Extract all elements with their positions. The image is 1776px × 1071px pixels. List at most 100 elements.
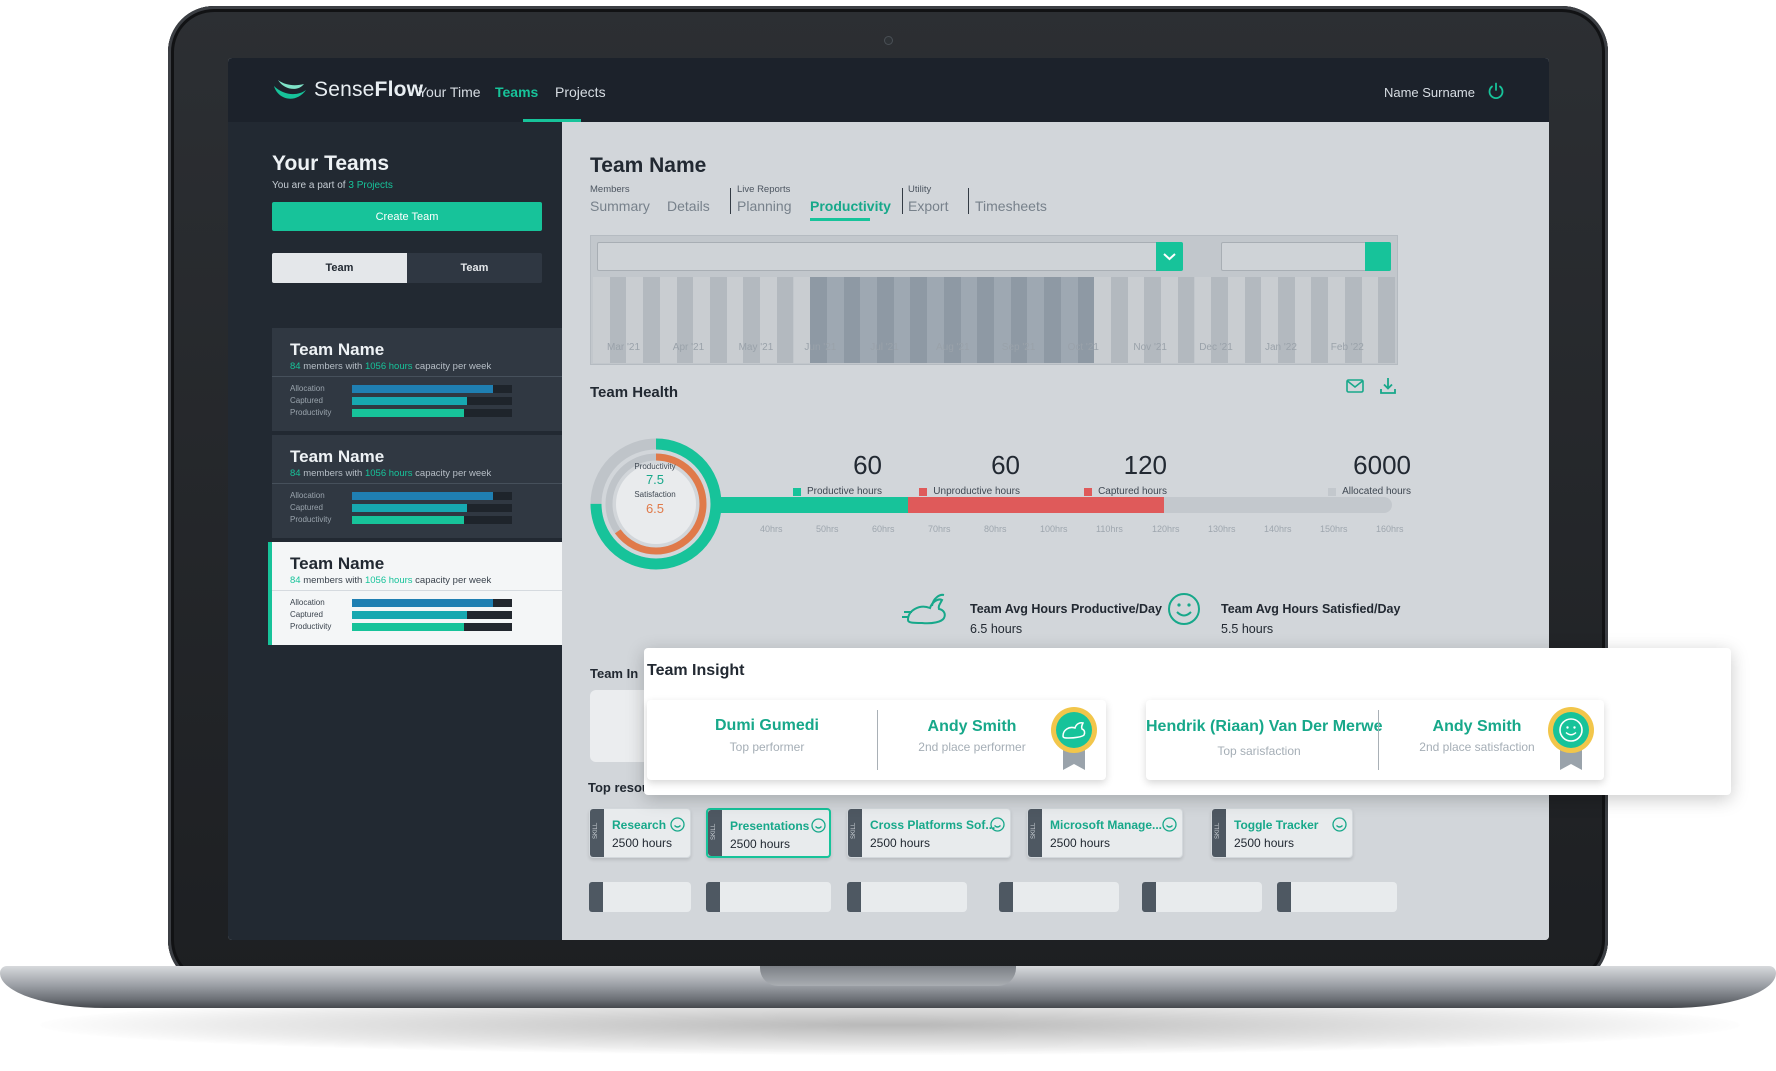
projects-link[interactable]: 3 Projects: [348, 180, 393, 191]
top-satisfaction-role: Top sarisfaction: [1217, 744, 1301, 758]
top-satisfaction-name[interactable]: Hendrik (Riaan) Van Der Merwe: [1146, 718, 1383, 735]
team-card-metric-label: Captured: [290, 610, 323, 619]
resource-card[interactable]: SKILL Research 2500 hours: [589, 808, 691, 858]
power-icon[interactable]: [1487, 82, 1505, 100]
team-card-metric-label: Productivity: [290, 515, 332, 524]
skill-tag: SKILL: [708, 810, 722, 856]
tab-separator: [902, 188, 903, 214]
mail-icon[interactable]: [1345, 376, 1365, 396]
tab-timesheets[interactable]: Timesheets: [975, 198, 1047, 214]
resource-card-partial[interactable]: [847, 882, 967, 912]
timeline-stripe: [1110, 277, 1128, 363]
create-team-button[interactable]: Create Team: [272, 202, 542, 231]
second-performer-role: 2nd place performer: [918, 740, 1026, 754]
tab-productivity[interactable]: Productivity: [810, 198, 891, 214]
resource-name: Toggle Tracker: [1234, 818, 1319, 832]
team-card-metric-fill: [352, 409, 464, 417]
stat-label: Captured hours: [1084, 486, 1167, 497]
axis-tick-label: 60hrs: [872, 524, 895, 534]
timeline-range[interactable]: Mar '21 Apr '21 May '21 Jun '21 Jul '21 Aug '…: [593, 277, 1395, 363]
resource-card-partial[interactable]: [1142, 882, 1262, 912]
skill-tag: [847, 882, 861, 912]
team-card[interactable]: Team Name 84 members with 1056 hours capa…: [272, 328, 562, 431]
main-content: Team Name Members Live Reports Utility S…: [562, 122, 1549, 940]
axis-tick-label: 80hrs: [984, 524, 1007, 534]
timeline-stripe: [593, 277, 610, 363]
team-card-metric-fill: [352, 385, 493, 393]
timeline-stripe: [1144, 277, 1162, 363]
secondary-dropdown[interactable]: [1221, 242, 1391, 271]
smiley-medal-icon: [1548, 707, 1594, 770]
second-satisfaction-role: 2nd place satisfaction: [1419, 740, 1535, 754]
productive-segment: [720, 497, 908, 513]
timeline-stripe: [860, 277, 878, 363]
tab-planning[interactable]: Planning: [737, 198, 792, 214]
timeline-stripe: [1077, 277, 1095, 363]
resource-card[interactable]: SKILL Presentations 2500 hours: [706, 808, 831, 858]
tab-details[interactable]: Details: [667, 198, 710, 214]
timeline-stripe: [643, 277, 660, 363]
secondary-dropdown-button[interactable]: [1365, 242, 1391, 271]
timeline-stripe: [910, 277, 928, 363]
avg-satisfied-value: 5.5 hours: [1221, 622, 1274, 636]
timeline-stripe: [743, 277, 761, 363]
tab-separator: [968, 188, 969, 214]
period-dropdown[interactable]: [597, 242, 1183, 271]
download-icon[interactable]: [1378, 376, 1398, 396]
timeline-stripe: [1278, 277, 1295, 363]
unproductive-segment: [908, 497, 1164, 513]
resource-card[interactable]: SKILL Toggle Tracker 2500 hours: [1211, 808, 1353, 858]
team-card-metric-bar: [352, 623, 512, 631]
dropdown-button[interactable]: [1156, 242, 1183, 271]
timeline-stripe: [810, 277, 827, 363]
team-card-description: 84 members with 1056 hours capacity per …: [290, 575, 492, 586]
user-name[interactable]: Name Surname: [1383, 85, 1475, 100]
nav-your-time[interactable]: Your Time: [418, 84, 481, 100]
timeline-stripe: [1127, 277, 1145, 363]
team-card-metric-label: Captured: [290, 396, 323, 405]
legend-swatch: [792, 487, 801, 496]
top-performer-name[interactable]: Dumi Gumedi: [714, 717, 819, 734]
resource-hours: 2500 hours: [1234, 836, 1295, 850]
resource-name: Research: [612, 818, 667, 832]
rabbit-medal-icon: [1051, 707, 1097, 770]
team-card-metric-label: Productivity: [290, 622, 332, 631]
health-donut-chart: [590, 438, 722, 570]
timeline-stripe: [1094, 277, 1111, 363]
axis-tick-label: 70hrs: [928, 524, 951, 534]
smiley-icon: [1168, 593, 1200, 625]
resource-card-partial[interactable]: [999, 882, 1119, 912]
senseflow-logo-icon: [274, 80, 306, 99]
donut-productivity-value: 7.5: [645, 472, 665, 487]
team-toggle-1[interactable]: Team: [272, 253, 407, 283]
nav-projects[interactable]: Projects: [555, 84, 606, 100]
team-card-metric-label: Allocation: [290, 598, 325, 607]
timeline-stripe: [1177, 277, 1195, 363]
resource-hours: 2500 hours: [1050, 836, 1111, 850]
tab-group-utility: Utility: [908, 184, 932, 195]
timeline-month-label: May '21: [738, 342, 774, 353]
team-card[interactable]: Team Name 84 members with 1056 hours capa…: [272, 435, 562, 538]
resource-card-partial[interactable]: [1277, 882, 1397, 912]
timeline-month-label: Dec '21: [1199, 342, 1233, 353]
timeline-stripe: [977, 277, 994, 363]
resource-name: Cross Platforms Sof...: [870, 818, 996, 832]
resource-card[interactable]: SKILL Cross Platforms Sof... 2500 hours: [847, 808, 1011, 858]
tab-summary[interactable]: Summary: [590, 198, 650, 214]
second-satisfaction-name[interactable]: Andy Smith: [1432, 718, 1522, 735]
timeline-stripe: [893, 277, 911, 363]
resource-card-partial[interactable]: [706, 882, 831, 912]
resource-card[interactable]: SKILL Microsoft Manage... 2500 hours: [1027, 808, 1183, 858]
second-performer-name[interactable]: Andy Smith: [927, 718, 1017, 735]
tab-export[interactable]: Export: [908, 198, 949, 214]
logo[interactable]: SenseFlow: [272, 76, 423, 104]
team-toggle-2[interactable]: Team: [407, 253, 542, 283]
team-card[interactable]: Team Name 84 members with 1056 hours capa…: [268, 542, 562, 645]
skill-tag: [1142, 882, 1156, 912]
timeline-stripe: [1194, 277, 1212, 363]
axis-tick-label: 120hrs: [1152, 524, 1180, 534]
resource-card-partial[interactable]: [589, 882, 691, 912]
top-navigation-bar: SenseFlow Your Time Teams Projects Name …: [228, 58, 1549, 122]
chevron-down-icon: [1163, 253, 1176, 261]
nav-teams[interactable]: Teams: [495, 84, 539, 100]
